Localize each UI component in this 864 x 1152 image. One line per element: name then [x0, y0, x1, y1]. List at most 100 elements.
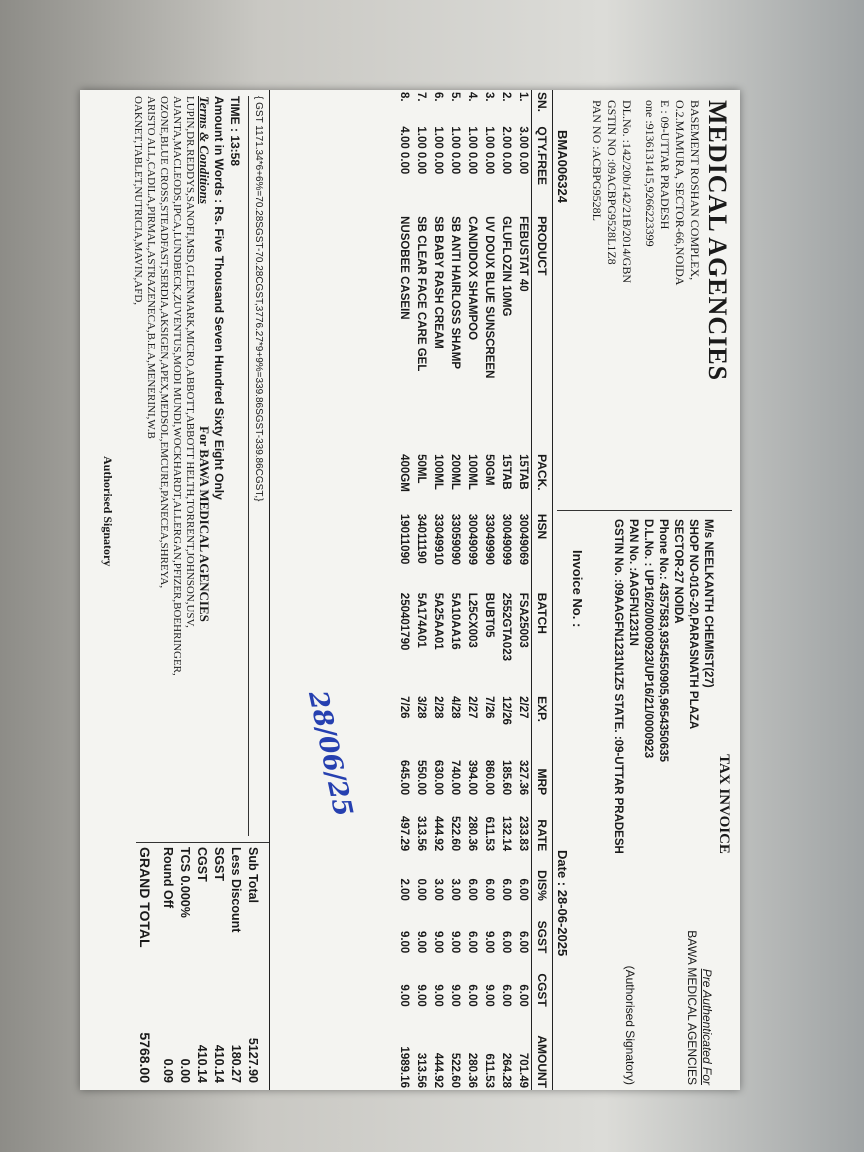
address-line: E : 09-UTTAR PRADESH [658, 100, 672, 230]
cell: 200ML [449, 454, 461, 490]
cell: 6.00 [500, 930, 512, 954]
cell: FEBUSTAT 40 [517, 216, 529, 292]
cell: 2/27 [466, 696, 478, 719]
cell: 7/26 [483, 696, 495, 719]
cell: 9.00 [449, 930, 461, 954]
column-header: PACK. [531, 452, 553, 512]
seller-name: MEDICAL AGENCIES [703, 100, 732, 382]
cell: 1.00 0.00 [483, 126, 495, 175]
footer-left: { GST 1171.34*6+6%=70.28SGST-70.28CGST,3… [101, 96, 265, 836]
cell: 9.00 [483, 984, 495, 1007]
buyer-line: D.L.No. : UP16/20/0000923/UP16/21/000092… [642, 519, 654, 759]
cell: CANDIDOX SHAMPOO [466, 216, 478, 341]
cell: 522.60 [449, 816, 461, 852]
cell: 4/28 [449, 696, 461, 719]
cell: 6.00 [517, 878, 529, 901]
seller-block: MEDICAL AGENCIES BASEMENT ROSHAN COMPLEX… [589, 100, 732, 500]
cell: 9.00 [415, 930, 427, 954]
cell: 2552GTA023 [500, 592, 512, 661]
brand-line: AJANTA,MACLEODS,IPCA,LUNDBECK,ZUVENTUS,M… [171, 96, 183, 676]
brand-line: OAKNET,TABLET,NUTRICIA,MAVIN,AFD, [132, 96, 144, 306]
item-row: 1. 3.00 0.00 FEBUSTAT 40 15TAB 30049069 FSA25… [514, 90, 532, 1090]
cell: 12/26 [500, 696, 512, 725]
invoice-date: Date : 28-06-2025 [555, 850, 570, 957]
cell: 645.00 [398, 759, 410, 796]
cell: 6.00 [500, 878, 512, 901]
cell: 2/28 [432, 696, 444, 719]
cell: 2/27 [517, 696, 529, 719]
cell: 132.14 [500, 816, 512, 852]
total-row: SGST 410.14 [210, 843, 227, 1087]
invoice-row: Invoice No. : BMA006324 Date : 28-06-202… [555, 130, 585, 956]
item-row: 5. 1.00 0.00 SB ANTI HAIRLOSS SHAMP 200ML 33… [446, 90, 463, 1090]
total-value: 5127.90 [246, 1037, 260, 1083]
cell: 8. [398, 92, 410, 102]
cell: 30049099 [466, 513, 478, 565]
cell: 3. [483, 92, 495, 102]
cell: 6. [432, 92, 444, 102]
cell: SB BABY RASH CREAM [432, 216, 444, 349]
cell: 611.53 [483, 1053, 495, 1088]
total-label: Less Discount [229, 847, 243, 933]
cell: 30049069 [517, 513, 529, 565]
cell: 2.00 0.00 [500, 126, 512, 175]
total-value: 410.14 [212, 1044, 226, 1083]
cell: 100ML [432, 454, 444, 490]
cell: 394.00 [466, 759, 478, 796]
total-row: Less Discount 180.27 [227, 843, 244, 1087]
items-body: 1. 3.00 0.00 FEBUSTAT 40 15TAB 30049069 FSA25… [395, 90, 532, 1090]
cell: 6.00 [466, 984, 478, 1007]
cell: 4.00 0.00 [398, 126, 410, 175]
cell: 33049990 [483, 513, 495, 565]
cell: 444.92 [432, 1052, 444, 1088]
column-header: PRODUCT [531, 214, 553, 453]
cell: 2.00 [398, 878, 410, 901]
items-table: SN. QTY.FREE PRODUCT PACK. HSN BATCH EXP. MRP RA… [395, 90, 553, 1090]
cell: 550.00 [415, 759, 427, 796]
cell: FSA25003 [517, 592, 529, 648]
cell: GLUFLOZIN 10MG [500, 216, 512, 317]
cell: 6.00 [500, 984, 512, 1007]
address-line: BASEMENT ROSHAN COMPLEX, [688, 100, 702, 281]
column-header: HSN [531, 511, 553, 591]
column-header: QTY.FREE [531, 124, 553, 215]
cell: 1.00 0.00 [466, 126, 478, 175]
signatory: (Authorised Signatory) [623, 965, 637, 1085]
cell: 1989.16 [398, 1046, 410, 1088]
cell: 250401790 [398, 592, 410, 651]
cell: 50GM [483, 454, 495, 486]
footer: { GST 1171.34*6+6%=70.28SGST-70.28CGST,3… [101, 90, 270, 1090]
item-row: 6. 1.00 0.00 SB BABY RASH CREAM 100ML 330499… [429, 90, 446, 1090]
cell: 522.60 [449, 1052, 461, 1088]
item-row: 4. 1.00 0.00 CANDIDOX SHAMPOO 100ML 30049099… [463, 90, 480, 1090]
total-label: SGST [212, 847, 226, 882]
header-row: SN. QTY.FREE PRODUCT PACK. HSN BATCH EXP. MRP RA… [531, 90, 553, 1090]
cell: 2. [500, 92, 512, 102]
cell: 611.53 [483, 816, 495, 852]
seller-gstin: GSTIN NO :09ACBPG9528L1Z8 [605, 100, 619, 265]
cell: 0.00 [415, 878, 427, 901]
item-row: 8. 4.00 0.00 NUSOBEE CASEIN 400GM 19011090 25… [395, 90, 412, 1090]
total-row: GRAND TOTAL 5768.00 [136, 843, 153, 1087]
cell: 444.92 [432, 816, 444, 852]
item-row: 7. 1.00 0.00 SB CLEAR FACE CARE GEL 50ML 340… [412, 90, 429, 1090]
gst-note: { GST 1171.34*6+6%=70.28SGST-70.28CGST,3… [248, 96, 265, 836]
cell: NUSOBEE CASEIN [398, 216, 410, 320]
cell: L25CX003 [466, 592, 478, 648]
total-value: 0.00 [178, 1058, 192, 1083]
total-label: Sub Total [246, 847, 260, 904]
cell: 9.00 [449, 984, 461, 1007]
cell: 6.00 [517, 930, 529, 954]
cell: 313.56 [415, 1052, 427, 1088]
cell: SB CLEAR FACE CARE GEL [415, 216, 427, 372]
brand-line: LUPIN,DR.REDDYS,SANOFI,MSD,GLENMARK,MICR… [184, 96, 196, 628]
buyer-line: Phone No.: 4357583,9354550905,9654350635 [657, 519, 669, 762]
total-label: Round Off [161, 847, 175, 909]
cell: 9.00 [483, 930, 495, 954]
cell: 7. [415, 92, 427, 102]
cell: 1.00 0.00 [449, 126, 461, 175]
seller-pan: PAN NO :ACBPG9528L [590, 100, 604, 221]
cell: 9.00 [432, 984, 444, 1007]
totals: Sub Total 5127.90 Less Discount 180.27 SGST 4… [136, 842, 269, 1087]
